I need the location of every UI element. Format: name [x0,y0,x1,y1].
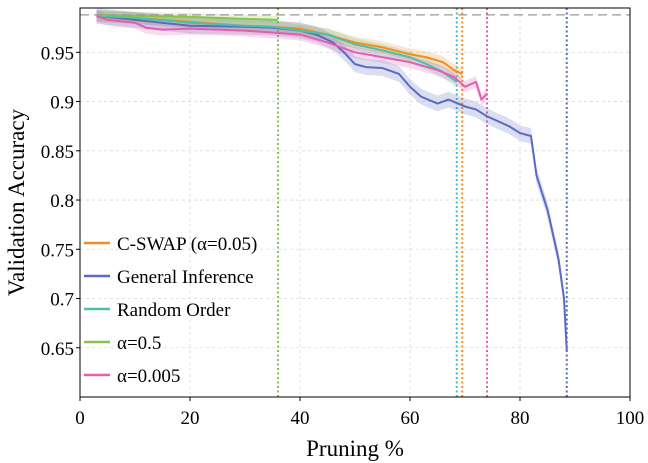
series-line [96,14,458,83]
legend-label: General Inference [117,267,254,288]
legend-label: α=0.5 [117,333,161,354]
y-tick-label: 0.65 [41,339,74,360]
y-tick-label: 0.8 [50,191,74,212]
y-tick-label: 0.9 [50,93,74,114]
confidence-band [96,9,463,80]
x-tick-label: 0 [75,408,85,429]
legend-label: C-SWAP (α=0.05) [117,234,257,255]
x-tick-label: 40 [291,408,310,429]
grid [80,8,630,397]
plot-frame [79,7,631,398]
x-tick-label: 80 [511,408,530,429]
series-lines [96,13,568,351]
y-tick-label: 0.85 [41,142,74,163]
series-line [96,14,488,101]
y-tick-label: 0.95 [41,43,74,64]
legend-label: Random Order [117,300,231,321]
legend-label: α=0.005 [117,366,180,387]
legend: C-SWAP (α=0.05) General Inference Random O… [84,234,257,387]
confidence-band [96,8,567,359]
y-tick-label: 0.75 [41,240,74,261]
y-tick-label: 0.7 [50,290,74,311]
confidence-band [96,9,487,106]
x-tick-label: 20 [181,408,200,429]
x-tick-label: 60 [401,408,420,429]
y-axis: 0.65 0.7 0.75 0.8 0.85 0.9 0.95 [41,43,80,360]
x-axis-title: Pruning % [306,436,404,461]
x-axis: 0 20 40 60 80 100 [75,397,644,429]
series-line [96,13,279,21]
y-axis-title: Validation Accuracy [4,108,29,296]
x-tick-label: 100 [616,408,645,429]
